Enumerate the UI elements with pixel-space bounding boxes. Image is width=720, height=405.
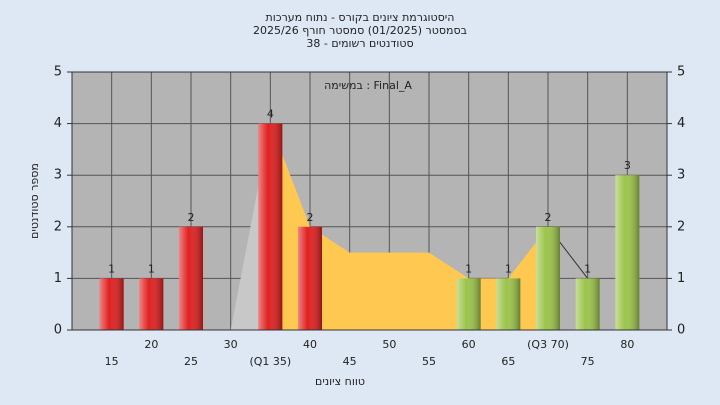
y-tick-label: 5 (54, 65, 62, 80)
y-axis-label: מספר סטודנטים (28, 163, 41, 239)
chart-title: היסטוגרמת ציונים בקורס - נתוח מערכות (266, 11, 455, 24)
y-tick-label: 2 (54, 219, 62, 234)
chart-subtitle: בסמסטר (01/2025) סמסטר חורף 2025/26 (253, 24, 467, 37)
value-label: 1 (505, 262, 512, 275)
bar-shade (179, 226, 203, 330)
x-tick-label: 65 (501, 355, 515, 368)
value-label: 1 (148, 262, 155, 275)
bar-shade (496, 278, 521, 330)
x-tick-label: 80 (620, 338, 634, 351)
value-label: 2 (307, 211, 314, 224)
plot-border (71, 71, 668, 331)
y-tick-label: 3 (677, 168, 685, 183)
bar-shade (99, 278, 124, 330)
x-tick-label: 15 (105, 355, 119, 368)
bar-shade (298, 226, 322, 330)
value-label: 1 (465, 262, 472, 275)
bar-shade (139, 278, 164, 330)
bar-shade (536, 226, 560, 330)
x-tick-label: 45 (343, 355, 357, 368)
y-tick-label: 5 (677, 65, 685, 80)
bar-shade (575, 278, 600, 330)
x-tick-label: 30 (224, 338, 238, 351)
bar-shade (615, 175, 640, 330)
value-label: 2 (188, 211, 195, 224)
y-tick-label: 3 (54, 168, 62, 183)
x-tick-label: (Q1 35) (249, 355, 291, 368)
chart-subtitle: סטודנטים רשומים - 38 (306, 37, 413, 50)
x-axis-label: טווח ציונים (315, 375, 365, 388)
x-tick-label: 55 (422, 355, 436, 368)
value-label: 1 (108, 262, 115, 275)
y-tick-label: 4 (677, 116, 685, 131)
x-tick-label: 20 (144, 338, 158, 351)
y-tick-label: 4 (54, 116, 62, 131)
y-tick-label: 1 (677, 271, 685, 286)
value-label: 3 (624, 159, 631, 172)
x-tick-label: 40 (303, 338, 317, 351)
bar-shade (258, 123, 283, 330)
bar-shade (456, 278, 481, 330)
x-tick-label: 25 (184, 355, 198, 368)
value-label: 4 (267, 108, 274, 121)
annotation: במשימה : Final_A (324, 79, 412, 92)
x-tick-label: 75 (581, 355, 595, 368)
y-tick-label: 2 (677, 219, 685, 234)
y-tick-label: 0 (54, 323, 62, 338)
value-label: 1 (584, 262, 591, 275)
x-tick-label: (Q3 70) (527, 338, 569, 351)
x-tick-label: 50 (382, 338, 396, 351)
y-tick-label: 1 (54, 271, 62, 286)
value-label: 2 (545, 211, 552, 224)
y-tick-label: 0 (677, 323, 685, 338)
x-tick-label: 60 (462, 338, 476, 351)
